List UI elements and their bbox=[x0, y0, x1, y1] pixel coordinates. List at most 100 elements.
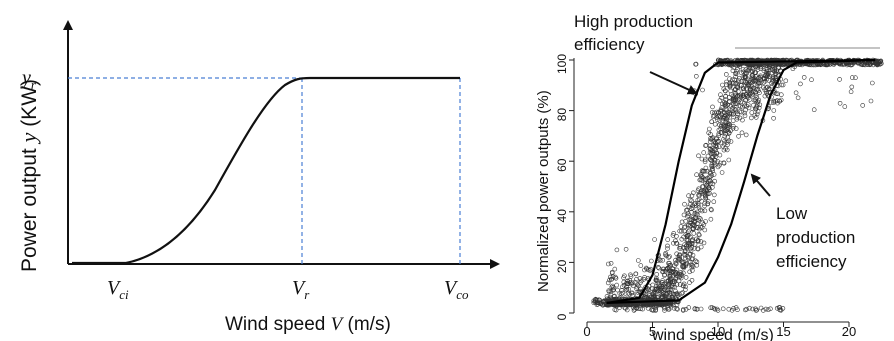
scatter-point bbox=[687, 217, 693, 223]
scatter-point bbox=[731, 306, 736, 311]
scatter-point bbox=[720, 82, 725, 88]
scatter-y-tick-label: 40 bbox=[555, 209, 569, 223]
scatter-point bbox=[637, 276, 643, 281]
scatter-point bbox=[632, 279, 638, 285]
scatter-point bbox=[597, 297, 603, 303]
scatter-point bbox=[734, 109, 739, 115]
scatter-point bbox=[769, 83, 775, 89]
scatter-point bbox=[712, 158, 718, 163]
scatter-point bbox=[696, 232, 702, 238]
scatter-point bbox=[689, 193, 695, 199]
scatter-point bbox=[636, 306, 642, 311]
scatter-point bbox=[727, 110, 733, 116]
scatter-point bbox=[811, 107, 817, 112]
scatter-point bbox=[689, 277, 695, 283]
scatter-point bbox=[677, 228, 683, 234]
scatter-point bbox=[724, 79, 729, 85]
scatter-point bbox=[756, 80, 762, 86]
scatter-point bbox=[673, 269, 678, 275]
scatter-point bbox=[730, 96, 736, 102]
scatter-point bbox=[726, 110, 732, 115]
scatter-point bbox=[694, 211, 700, 217]
scatter-point bbox=[869, 80, 875, 86]
scatter-point bbox=[667, 274, 673, 279]
scatter-point bbox=[801, 75, 807, 80]
scatter-point bbox=[732, 101, 738, 106]
scatter-point bbox=[877, 59, 883, 65]
scatter-point bbox=[728, 139, 734, 144]
scatter-point bbox=[650, 282, 656, 288]
scatter-point bbox=[620, 284, 625, 290]
scatter-point bbox=[757, 77, 763, 83]
scatter-point bbox=[638, 263, 644, 268]
scatter-point bbox=[694, 259, 700, 265]
scatter-point bbox=[849, 84, 855, 90]
scatter-point bbox=[615, 287, 620, 293]
scatter-point bbox=[777, 307, 783, 313]
scatter-point bbox=[772, 66, 777, 72]
scatter-point bbox=[770, 76, 776, 81]
scatter-point bbox=[662, 286, 667, 292]
scatter-x-tick-label: 10 bbox=[711, 324, 725, 339]
scatter-point bbox=[764, 85, 769, 91]
scatter-point bbox=[664, 253, 669, 259]
scatter-point bbox=[859, 61, 864, 67]
scatter-x-tick-label: 5 bbox=[649, 324, 656, 339]
scatter-point bbox=[682, 225, 687, 230]
scatter-point bbox=[690, 226, 696, 231]
scatter-point bbox=[725, 135, 731, 140]
scatter-point bbox=[666, 287, 672, 293]
scatter-point bbox=[723, 72, 729, 77]
scatter-point bbox=[686, 259, 692, 265]
scatter-point bbox=[685, 222, 691, 228]
scatter-point bbox=[708, 157, 714, 163]
scatter-point bbox=[741, 88, 747, 94]
scatter-point bbox=[674, 273, 679, 278]
scatter-point bbox=[720, 306, 726, 312]
scatter-point bbox=[651, 289, 657, 294]
scatter-point bbox=[648, 258, 654, 264]
scatter-point bbox=[676, 253, 682, 258]
scatter-point bbox=[777, 305, 783, 310]
scatter-point bbox=[773, 98, 779, 104]
scatter-point bbox=[795, 95, 801, 101]
scatter-point bbox=[783, 78, 789, 84]
scatter-point bbox=[754, 104, 759, 109]
scatter-point bbox=[849, 75, 855, 80]
scatter-point bbox=[681, 251, 687, 257]
scatter-point bbox=[695, 188, 701, 193]
scatter-point bbox=[635, 292, 640, 297]
scatter-point bbox=[635, 282, 640, 287]
scatter-point bbox=[779, 82, 784, 88]
scatter-point bbox=[663, 252, 668, 257]
scatter-point bbox=[719, 170, 725, 175]
scatter-point bbox=[605, 261, 611, 267]
scatter-point bbox=[697, 193, 702, 198]
scatter-point bbox=[842, 104, 848, 109]
scatter-point bbox=[725, 121, 731, 126]
scatter-point bbox=[711, 192, 717, 198]
scatter-point bbox=[708, 216, 714, 222]
scatter-chart: 0 5 10 15 20 0 20 40 60 80 100 Normalized power ou… bbox=[535, 12, 884, 341]
scatter-point bbox=[770, 66, 775, 72]
scatter-point bbox=[695, 202, 701, 208]
scatter-point bbox=[726, 131, 732, 136]
scatter-point bbox=[709, 119, 715, 124]
scatter-point bbox=[674, 282, 680, 287]
scatter-point bbox=[679, 228, 684, 234]
scatter-point bbox=[878, 58, 884, 64]
scatter-point bbox=[674, 241, 680, 246]
scatter-point bbox=[702, 203, 707, 209]
scatter-point bbox=[708, 305, 714, 311]
scatter-point bbox=[754, 307, 760, 313]
x-tick-cut-out-speed: Vco bbox=[444, 277, 469, 302]
scatter-point bbox=[670, 233, 676, 238]
scatter-point bbox=[771, 108, 777, 113]
scatter-point bbox=[740, 104, 745, 110]
scatter-point bbox=[673, 260, 679, 266]
scatter-point bbox=[681, 228, 687, 234]
scatter-point bbox=[726, 157, 732, 163]
scatter-point bbox=[638, 278, 644, 284]
power-curve-y-label: Power output y (KW) bbox=[16, 79, 41, 272]
scatter-point bbox=[719, 130, 724, 135]
